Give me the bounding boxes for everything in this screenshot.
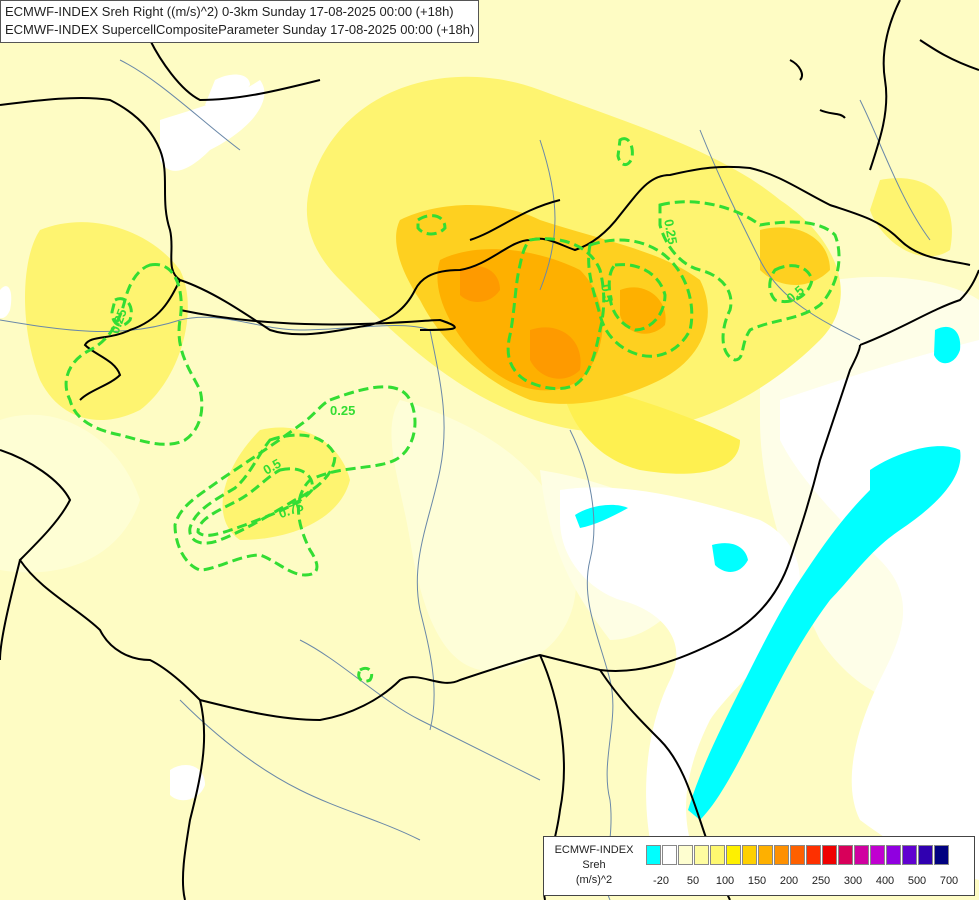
scp-contour-south [357, 666, 374, 683]
legend-swatch [806, 845, 821, 865]
rivers [0, 59, 931, 900]
legend-tick-label: 200 [779, 875, 799, 887]
legend-swatch [758, 845, 773, 865]
legend-swatch [854, 845, 869, 865]
contour-label: 0.25 [661, 218, 680, 246]
legend-swatch [870, 845, 885, 865]
legend-swatch [726, 845, 741, 865]
legend-tick-label: 150 [747, 875, 767, 887]
legend-swatch [646, 845, 661, 865]
scp-contour-west [64, 263, 204, 446]
legend-variable: Sreh [582, 859, 606, 871]
title-line-scp: ECMWF-INDEX SupercellCompositeParameter … [5, 22, 475, 37]
legend-color-bar [646, 845, 950, 865]
legend-swatch [662, 845, 677, 865]
legend-tick-label: 500 [907, 875, 927, 887]
legend-tick-label: 250 [811, 875, 831, 887]
scp-contour-west-inner [110, 297, 133, 327]
legend-tick-label: 100 [715, 875, 735, 887]
legend-swatch [886, 845, 901, 865]
scp-contour-balaton-outer [173, 385, 417, 577]
contour-label: 0.5 [598, 283, 616, 303]
scp-contour-small [416, 214, 447, 236]
scp-contour-northeast-inner [768, 264, 814, 304]
scp-contour-northeast [658, 200, 841, 362]
legend-model: ECMWF-INDEX [554, 844, 634, 856]
scp-contour-east [506, 237, 606, 391]
contour-label: 0.25 [330, 403, 355, 418]
legend-unit: (m/s)^2 [575, 874, 613, 886]
legend-tick-label: 400 [875, 875, 895, 887]
legend-swatch [694, 845, 709, 865]
legend-swatch [678, 845, 693, 865]
sreh-orange-areas [396, 205, 830, 404]
scp-contours [64, 137, 841, 683]
legend-swatch [902, 845, 917, 865]
legend-caption: ECMWF-INDEX Sreh (m/s)^2 [546, 843, 642, 888]
legend-tick-label: 300 [843, 875, 863, 887]
legend-swatch [790, 845, 805, 865]
sreh-negative-areas [575, 326, 961, 820]
legend-swatch [934, 845, 949, 865]
legend-swatch [710, 845, 725, 865]
legend-tick-label: -20 [653, 875, 669, 887]
color-legend: ECMWF-INDEX Sreh (m/s)^2 -20 50 100 150 200 2… [543, 836, 975, 896]
legend-swatch [822, 845, 837, 865]
legend-swatch [918, 845, 933, 865]
legend-tick-label: 50 [686, 875, 700, 887]
title-line-sreh: ECMWF-INDEX Sreh Right ((m/s)^2) 0-3km S… [5, 4, 454, 19]
legend-swatch [774, 845, 789, 865]
legend-swatch [838, 845, 853, 865]
legend-tick-row: -20 50 100 150 200 250 300 400 500 700 [646, 875, 972, 889]
scp-contour-east-b [587, 238, 694, 358]
legend-tick-label: 700 [939, 875, 959, 887]
scp-contour-balaton-mid [188, 433, 337, 545]
scp-contour-east-c [607, 263, 667, 332]
map-title: ECMWF-INDEX Sreh Right ((m/s)^2) 0-3km S… [0, 0, 480, 43]
legend-swatch [742, 845, 757, 865]
scp-contour-north [616, 137, 634, 166]
